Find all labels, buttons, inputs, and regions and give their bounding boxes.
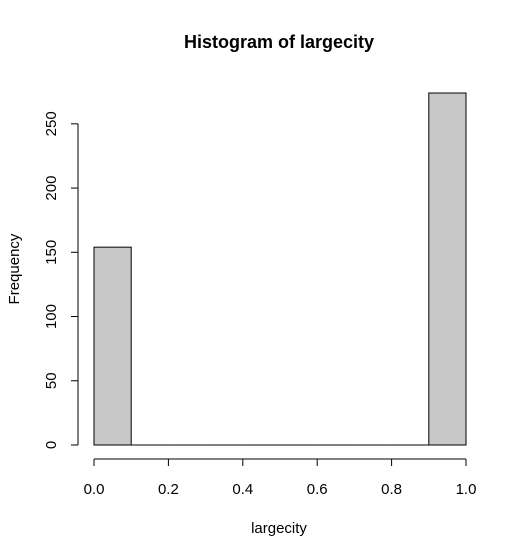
histogram-bar bbox=[93, 246, 132, 446]
x-tick-label: 0.4 bbox=[232, 481, 253, 498]
x-tick-label: 0.2 bbox=[158, 481, 179, 498]
x-tick-label: 0.0 bbox=[84, 481, 105, 498]
x-axis-label: largecity bbox=[251, 520, 307, 537]
x-tick-label: 0.6 bbox=[307, 481, 328, 498]
y-tick-label: 50 bbox=[43, 372, 60, 389]
x-tick-label: 1.0 bbox=[456, 481, 477, 498]
x-axis: 0.0 0.2 0.4 0.6 0.8 1.0 bbox=[84, 458, 477, 498]
histogram-bar bbox=[428, 92, 467, 446]
bars-group bbox=[93, 92, 467, 446]
y-tick-label: 100 bbox=[43, 304, 60, 329]
y-tick-label: 250 bbox=[43, 111, 60, 136]
y-tick-label: 0 bbox=[43, 441, 60, 449]
y-axis: 0 50 100 150 200 250 bbox=[43, 111, 79, 449]
chart-title: Histogram of largecity bbox=[184, 32, 374, 52]
y-axis-label: Frequency bbox=[6, 233, 23, 304]
y-tick-label: 200 bbox=[43, 176, 60, 201]
x-tick-label: 0.8 bbox=[381, 481, 402, 498]
y-tick-label: 150 bbox=[43, 240, 60, 265]
